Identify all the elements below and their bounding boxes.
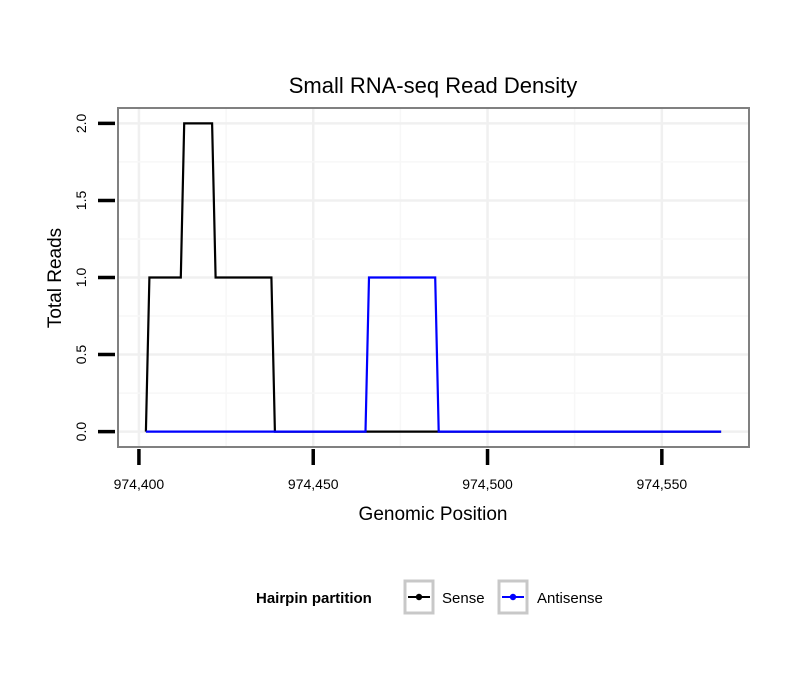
legend-item-antisense: Antisense [497, 579, 603, 615]
series-line-antisense [145, 276, 722, 433]
y-axis: 0.0 0.5 1.0 1.5 2.0 [73, 113, 115, 441]
x-axis-title: Genomic Position [359, 504, 508, 525]
y-axis-title: Total Reads [45, 228, 66, 328]
x-tick-label: 974,550 [637, 476, 688, 492]
x-tick-label: 974,400 [114, 476, 165, 492]
legend-item-sense: Sense [403, 579, 485, 615]
chart-title: Small RNA-seq Read Density [289, 73, 578, 98]
legend-key-antisense [497, 579, 529, 615]
y-tick-label: 0.0 [73, 422, 89, 442]
y-tick-label: 1.0 [73, 268, 89, 288]
y-tick-label: 2.0 [73, 113, 89, 133]
series-layer [144, 122, 722, 433]
series-line-sense [144, 122, 722, 433]
panel-border [117, 107, 750, 448]
y-tick-label: 1.5 [73, 191, 89, 211]
legend-title: Hairpin partition [256, 590, 372, 607]
legend-dot-sense [415, 593, 423, 601]
x-axis: 974,400 974,450 974,500 974,550 [114, 449, 688, 492]
legend-label-antisense: Antisense [537, 590, 603, 607]
legend: Hairpin partition Sense Antisense [256, 579, 603, 615]
x-tick-label: 974,450 [288, 476, 339, 492]
x-tick-label: 974,500 [462, 476, 513, 492]
legend-dot-antisense [509, 593, 517, 601]
legend-label-sense: Sense [442, 590, 485, 607]
y-tick-label: 0.5 [73, 345, 89, 365]
